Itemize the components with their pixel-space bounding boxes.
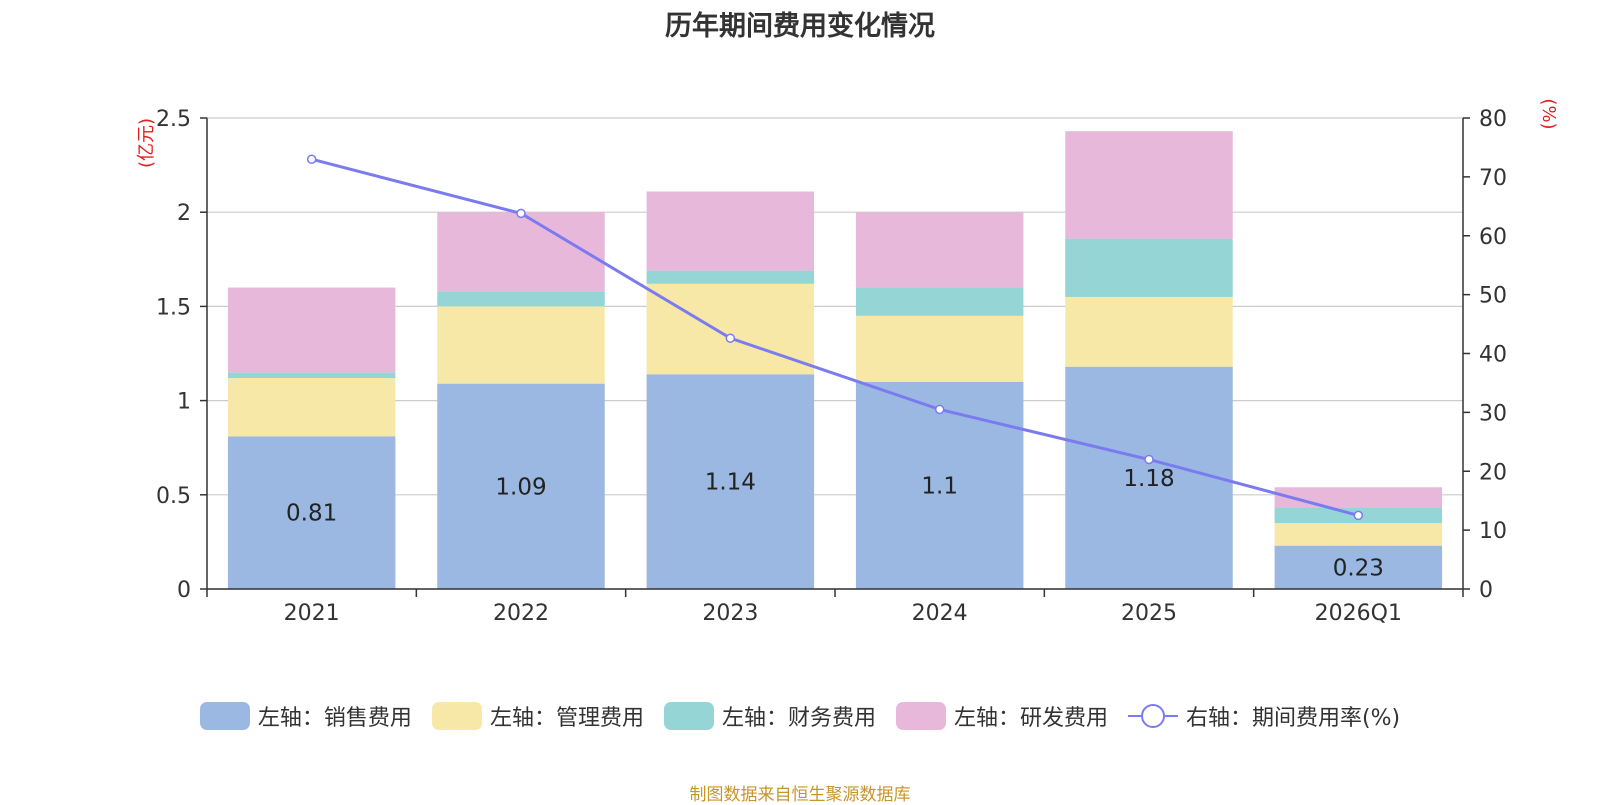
- x-axis-tick-label: 2026Q1: [1315, 601, 1402, 626]
- legend-swatch: [663, 702, 714, 730]
- bar-segment: [1274, 545, 1443, 589]
- bar-data-label: 1.09: [495, 474, 546, 500]
- right-axis-tick-label: 70: [1479, 166, 1507, 191]
- legend-item[interactable]: 右轴：期间费用率(%): [1127, 700, 1401, 732]
- rate-point: [725, 333, 736, 343]
- legend-swatch: [895, 702, 946, 730]
- axes: 0 0.5 1 1.5 2 2.5 0 10 20 30 40 50 60 70 80 (亿元) (%) 2021…: [136, 98, 1559, 626]
- bar-segment: [227, 287, 396, 373]
- bar-segment: [227, 436, 396, 589]
- bar-segment: [1274, 523, 1443, 546]
- bar-data-label: 1.1: [921, 473, 958, 499]
- bar-data-label: 1.14: [705, 470, 756, 496]
- data-label-layer: 0.81 1.09 1.14 1.1 1.18 0.23: [286, 466, 1384, 581]
- legend-label: 左轴：研发费用: [953, 706, 1108, 731]
- right-axis-tick-label: 80: [1479, 107, 1507, 132]
- right-axis-tick-label: 60: [1479, 225, 1507, 250]
- legend-label: 左轴：管理费用: [489, 706, 644, 731]
- right-axis-tick-label: 50: [1479, 284, 1507, 309]
- right-axis-tick-label: 10: [1479, 519, 1507, 544]
- rate-line-layer: [306, 154, 1364, 521]
- chart-plot: 0 0.5 1 1.5 2 2.5 0 10 20 30 40 50 60 70 80 (亿元) (%) 2021…: [136, 98, 1559, 626]
- bar-segment: [1065, 366, 1233, 589]
- bar-segment: [437, 383, 605, 589]
- right-axis-tick-label: 0: [1479, 578, 1493, 603]
- x-axis-tick-label: 2022: [493, 601, 549, 626]
- x-axis-tick-label: 2021: [284, 601, 340, 626]
- left-axis-tick-label: 2: [177, 201, 191, 226]
- source-note: 制图数据来自恒生聚源数据库: [689, 785, 911, 805]
- rate-point: [516, 208, 526, 219]
- bar-segment: [1065, 238, 1233, 297]
- legend: 左轴：销售费用 左轴：管理费用 左轴：财务费用 左轴：研发费用 右轴：期间费用率(%): [0, 700, 1600, 732]
- right-axis-tick-label: 40: [1479, 343, 1507, 368]
- left-axis-tick-label: 1.5: [156, 295, 191, 320]
- rate-point: [306, 154, 317, 164]
- bar-segment: [437, 291, 605, 307]
- bar-segment: [855, 315, 1024, 382]
- rate-point: [1144, 454, 1154, 465]
- bar-segment: [646, 283, 815, 375]
- right-axis-tick-label: 30: [1479, 401, 1507, 426]
- left-axis-tick-label: 1: [177, 390, 191, 415]
- legend-item[interactable]: 左轴：管理费用: [431, 700, 644, 732]
- legend-swatch: [431, 702, 482, 730]
- legend-label: 右轴：期间费用率(%): [1185, 706, 1401, 731]
- x-axis-tick-label: 2025: [1121, 601, 1177, 626]
- bar-segment: [1274, 487, 1443, 508]
- legend-line-marker: [1127, 704, 1178, 728]
- legend-item[interactable]: 左轴：财务费用: [663, 700, 876, 732]
- legend-swatch: [199, 702, 250, 730]
- legend-label: 左轴：销售费用: [257, 706, 412, 731]
- bar-segment: [437, 306, 605, 384]
- bar-segment: [227, 372, 396, 378]
- legend-label: 左轴：财务费用: [721, 706, 876, 731]
- rate-point: [1353, 510, 1364, 521]
- rate-line: [311, 157, 1359, 517]
- bar-data-label: 1.18: [1123, 466, 1174, 492]
- left-axis-tick-label: 0: [177, 578, 191, 603]
- rate-point: [934, 404, 945, 415]
- legend-item[interactable]: 左轴：研发费用: [895, 700, 1108, 732]
- bar-segment: [646, 374, 815, 589]
- left-axis-unit: (亿元): [136, 118, 157, 168]
- chart-title: 历年期间费用变化情况: [665, 11, 935, 42]
- bar-segment: [646, 270, 815, 284]
- bar-segment: [227, 377, 396, 437]
- bar-segment: [437, 212, 605, 292]
- bar-segment: [1065, 131, 1233, 239]
- left-axis-tick-label: 0.5: [156, 484, 191, 509]
- right-axis-tick-label: 20: [1479, 460, 1507, 485]
- bar-data-label: 0.81: [286, 501, 337, 527]
- bar-segment: [646, 191, 815, 271]
- bar-segment: [855, 212, 1024, 288]
- x-axis-tick-label: 2024: [912, 601, 968, 626]
- left-axis-tick-label: 2.5: [156, 107, 191, 132]
- bar-layer: [227, 131, 1443, 589]
- bar-segment: [855, 381, 1024, 589]
- x-axis-tick-label: 2023: [702, 601, 758, 626]
- right-axis-unit: (%): [1538, 98, 1559, 129]
- bar-segment: [855, 287, 1024, 316]
- bar-data-label: 0.23: [1333, 555, 1384, 581]
- legend-item[interactable]: 左轴：销售费用: [199, 700, 412, 732]
- bar-segment: [1065, 296, 1233, 367]
